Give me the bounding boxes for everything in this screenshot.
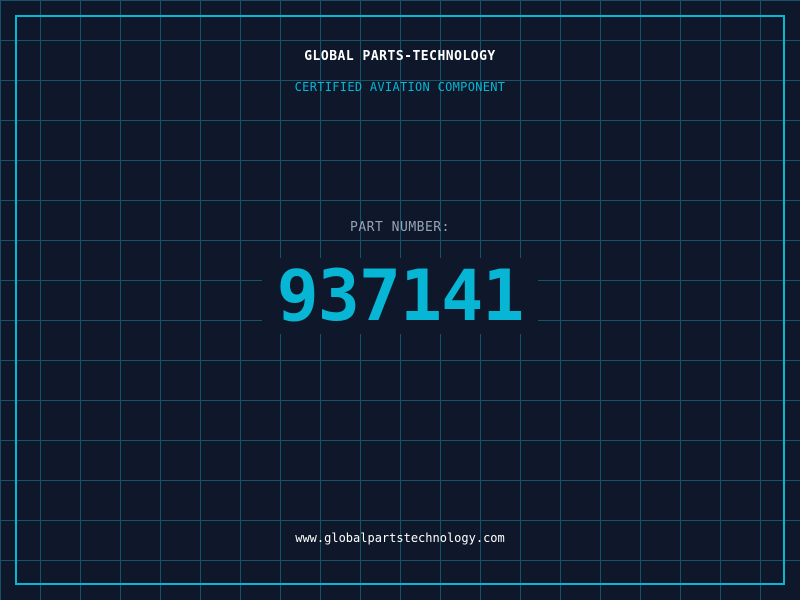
- company-title: GLOBAL PARTS-TECHNOLOGY: [304, 49, 496, 64]
- website-url: www.globalpartstechnology.com: [295, 531, 505, 545]
- part-number-value: 937141: [276, 255, 525, 337]
- part-number-label: PART NUMBER:: [350, 220, 450, 235]
- border-frame: [15, 15, 785, 585]
- part-number-backdrop: [262, 258, 538, 334]
- certification-subtitle: CERTIFIED AVIATION COMPONENT: [294, 80, 506, 94]
